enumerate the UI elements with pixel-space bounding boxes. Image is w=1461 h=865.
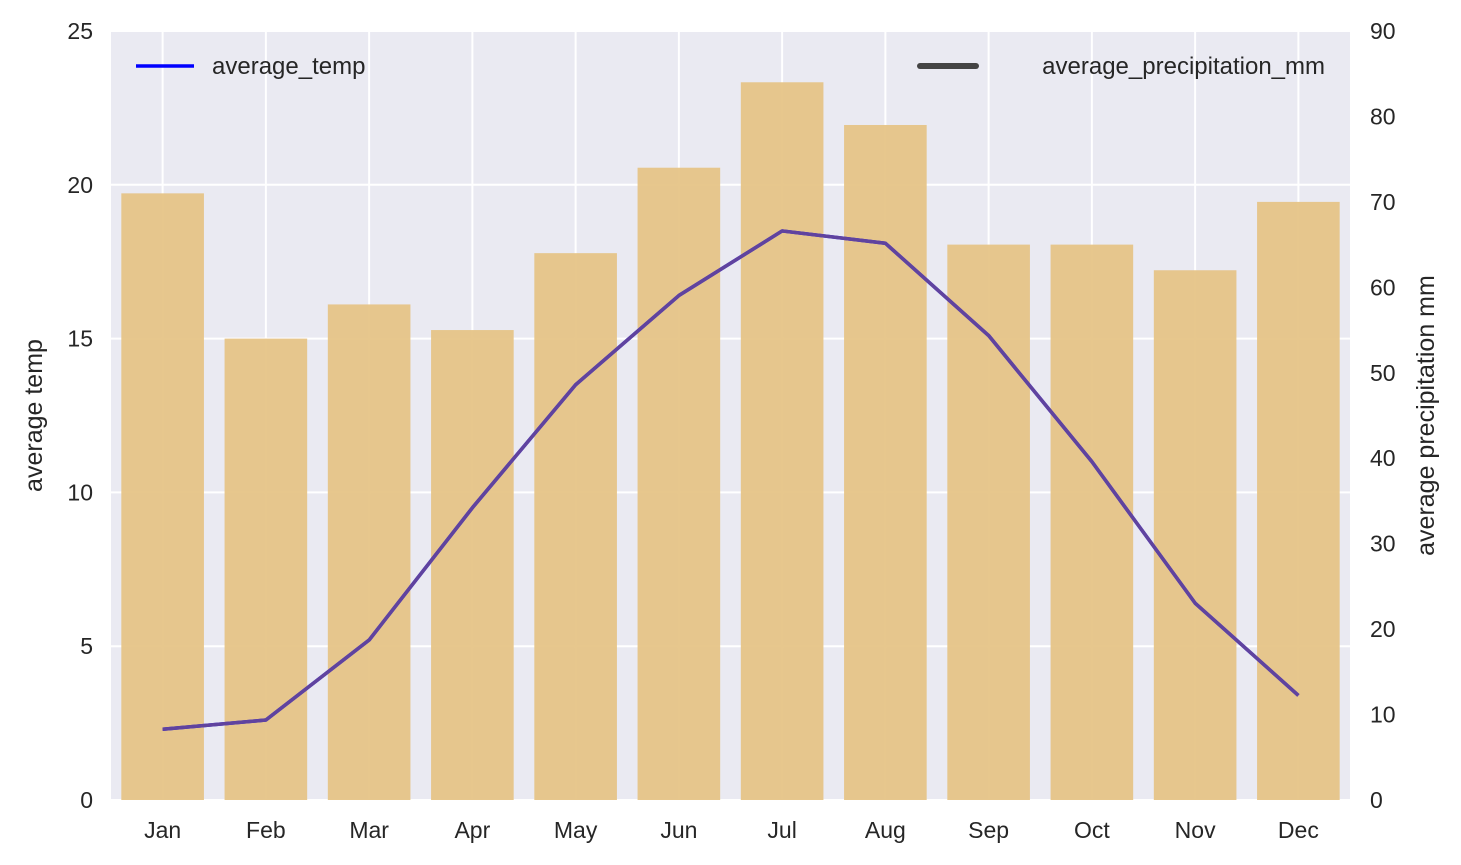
right-y-tick: 80 <box>1370 103 1396 129</box>
legend-precipitation-label: average_precipitation_mm <box>1042 53 1325 80</box>
x-tick-feb: Feb <box>246 817 286 843</box>
temperature-lines <box>162 229 1300 731</box>
x-tick-dec: Dec <box>1278 817 1319 843</box>
x-tick-nov: Nov <box>1175 817 1216 843</box>
bar-jan <box>121 193 204 800</box>
legend-temp: average_temp <box>136 53 365 80</box>
x-tick-aug: Aug <box>865 817 906 843</box>
left-y-tick: 5 <box>80 633 93 659</box>
right-y-tick: 10 <box>1370 702 1396 728</box>
right-y-tick: 20 <box>1370 616 1396 642</box>
left-y-axis-ticks: 0 5 10 15 20 25 <box>67 18 93 813</box>
right-y-tick: 40 <box>1370 445 1396 471</box>
bar-mar <box>327 304 411 800</box>
left-y-tick: 10 <box>67 479 93 505</box>
right-y-tick: 0 <box>1370 787 1383 813</box>
x-tick-oct: Oct <box>1074 817 1110 843</box>
bar-nov <box>1153 270 1237 800</box>
left-y-tick: 25 <box>67 18 93 44</box>
x-tick-mar: Mar <box>349 817 389 843</box>
left-y-tick: 15 <box>67 326 93 352</box>
x-axis-ticks: Jan Feb Mar Apr May Jun Jul Aug Sep Oct Nov Dec <box>144 817 1319 843</box>
bar-oct <box>1050 244 1134 801</box>
bar-dec <box>1257 201 1340 800</box>
bar-aug <box>844 124 927 800</box>
right-y-tick: 60 <box>1370 274 1396 300</box>
x-tick-apr: Apr <box>454 817 490 843</box>
bar-feb <box>224 338 308 800</box>
legend-temp-label: average_temp <box>212 53 365 80</box>
right-y-tick: 70 <box>1370 189 1396 215</box>
bar-jun <box>637 167 721 800</box>
right-y-tick: 50 <box>1370 360 1396 386</box>
x-tick-jun: Jun <box>660 817 697 843</box>
right-y-axis-title: average precipitation mm <box>1412 275 1440 556</box>
x-tick-jul: Jul <box>767 817 796 843</box>
bar-jul <box>740 82 824 801</box>
bar-may <box>534 253 617 801</box>
x-tick-jan: Jan <box>144 817 181 843</box>
legend-precipitation: average_precipitation_mm <box>917 53 1325 80</box>
bar-sep <box>947 244 1030 801</box>
x-tick-may: May <box>554 817 598 843</box>
temp-line-overlay <box>162 229 1300 731</box>
plot-area <box>111 31 1350 800</box>
bar-apr <box>431 330 514 800</box>
left-y-axis-title: average temp <box>20 339 48 492</box>
x-tick-sep: Sep <box>968 817 1009 843</box>
left-y-tick: 20 <box>67 172 93 198</box>
right-y-axis-ticks: 0 10 20 30 40 50 60 70 80 90 <box>1370 18 1396 813</box>
right-y-tick: 90 <box>1370 18 1396 44</box>
right-y-tick: 30 <box>1370 531 1396 557</box>
left-y-tick: 0 <box>80 787 93 813</box>
precipitation-bars <box>121 82 1340 801</box>
